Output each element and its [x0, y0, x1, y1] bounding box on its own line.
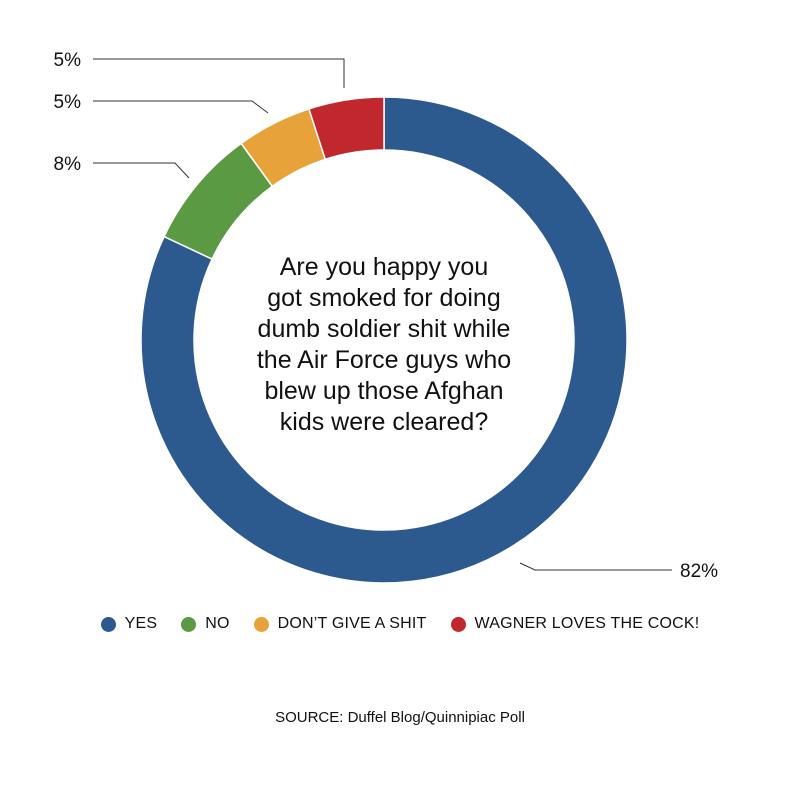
value-label-wagner: 5%: [54, 50, 82, 71]
leader-line-no: [93, 162, 190, 179]
legend-swatch-yes: [100, 616, 116, 632]
legend-label-no: NO: [205, 615, 230, 632]
legend-swatch-no: [181, 616, 197, 632]
legend-item-dont-give: DON’T GIVE A SHIT: [253, 615, 427, 633]
legend-item-yes: YES: [100, 615, 158, 633]
legend-label-dont-give: DON’T GIVE A SHIT: [277, 615, 427, 632]
value-label-no: 8%: [54, 154, 82, 175]
chart-title-line: dumb soldier shit while: [258, 315, 511, 343]
chart-title-line: got smoked for doing: [267, 284, 500, 312]
chart-title: Are you happy you got smoked for doing dum…: [257, 253, 511, 436]
leader-line-wagner: [93, 58, 345, 88]
chart-title-line: kids were cleared?: [280, 408, 488, 436]
chart-title-line: Are you happy you: [280, 253, 488, 281]
value-label-yes: 82%: [680, 561, 718, 582]
source-note: SOURCE: Duffel Blog/Quinnipiac Poll: [275, 709, 525, 726]
legend-swatch-wagner: [450, 616, 466, 632]
chart-title-line: the Air Force guys who: [257, 346, 511, 374]
legend-swatch-dont-give: [253, 616, 269, 632]
leader-line-yes: [519, 562, 672, 571]
chart-legend: YES NO DON’T GIVE A SHIT WAGNER LOVES TH…: [0, 615, 800, 633]
donut-slice-yes: [140, 96, 628, 584]
legend-label-yes: YES: [124, 615, 158, 632]
legend-item-no: NO: [181, 615, 229, 633]
legend-label-wagner: WAGNER LOVES THE COCK!: [474, 615, 700, 632]
donut-slice-wagner: [307, 96, 385, 161]
legend-item-wagner: WAGNER LOVES THE COCK!: [450, 615, 700, 633]
chart-title-line: blew up those Afghan: [264, 377, 503, 405]
donut-chart: 82% 8% 5% 5% Are you happy you got smoked for…: [54, 50, 718, 584]
leader-line-dont-give: [93, 100, 269, 114]
value-label-dont-give: 5%: [54, 92, 82, 113]
